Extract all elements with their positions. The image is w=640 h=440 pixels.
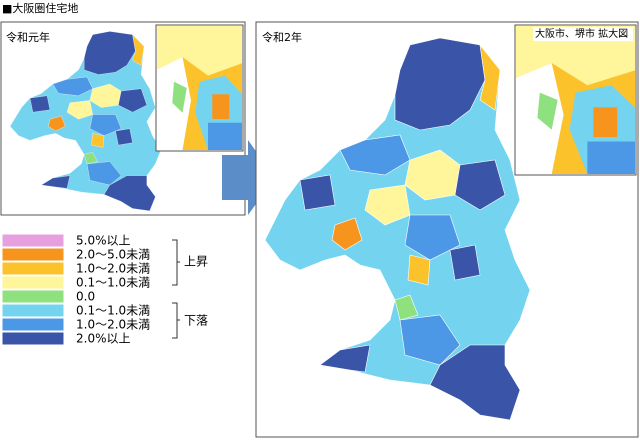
inset-right xyxy=(516,26,635,174)
legend-label: 2.0～5.0未満 xyxy=(76,248,150,262)
legend-swatch xyxy=(1,275,65,290)
page-title: ■大阪圏住宅地 xyxy=(2,1,78,15)
arrow xyxy=(222,140,275,215)
legend-swatch xyxy=(1,261,65,276)
inset-label-bg xyxy=(533,27,633,41)
inset-label: 大阪市、堺市 拡大図 xyxy=(535,27,628,40)
legend-group: 上昇 xyxy=(184,255,208,269)
legend-swatch xyxy=(1,317,65,332)
legend-label: 0.0 xyxy=(76,290,95,304)
legend-swatch xyxy=(1,247,65,262)
legend-label: 2.0%以上 xyxy=(76,332,131,346)
legend-group: 下落 xyxy=(184,314,208,328)
legend-label: 0.1～1.0未満 xyxy=(76,276,150,290)
panel-label: 令和2年 xyxy=(262,30,302,44)
legend-swatch xyxy=(1,289,65,304)
legend-label: 0.1～1.0未満 xyxy=(76,304,150,318)
legend-label: 1.0～2.0未満 xyxy=(76,318,150,332)
brace xyxy=(172,302,180,339)
brace xyxy=(172,239,180,286)
legend-swatch xyxy=(1,331,65,346)
legend-swatch xyxy=(1,303,65,318)
legend-label: 1.0～2.0未満 xyxy=(76,262,150,276)
panel-label: 令和元年 xyxy=(6,30,50,44)
inset-left xyxy=(157,26,242,150)
legend-label: 5.0%以上 xyxy=(76,234,131,248)
legend-swatch xyxy=(1,233,65,248)
legend: 5.0%以上2.0～5.0未満1.0～2.0未満0.1～1.0未満0.00.1～… xyxy=(1,233,150,346)
